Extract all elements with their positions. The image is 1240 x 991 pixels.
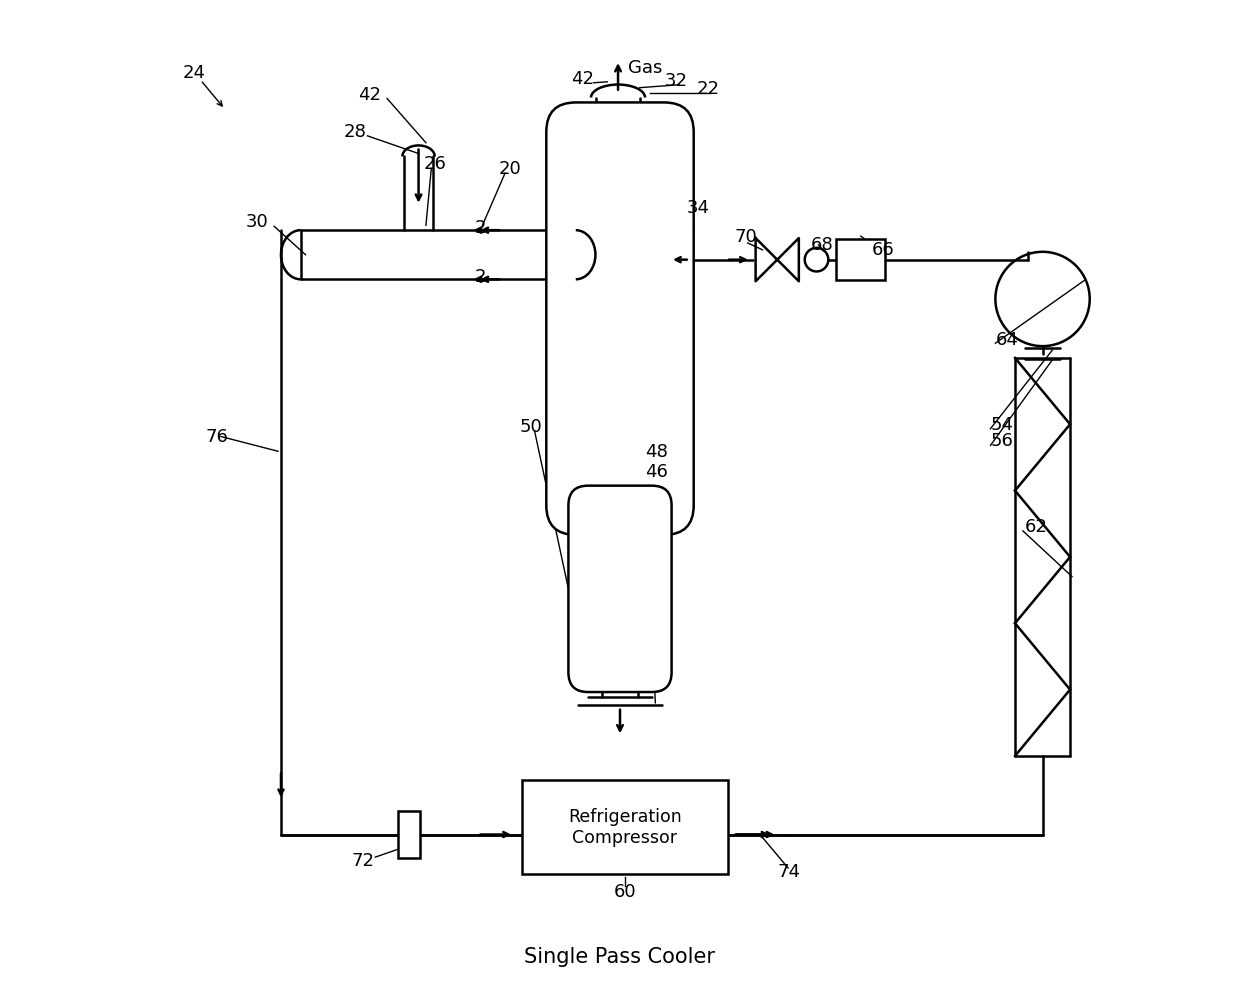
Text: 20: 20: [498, 161, 521, 178]
Text: 2: 2: [475, 269, 486, 286]
Text: 64: 64: [996, 331, 1018, 349]
Text: 30: 30: [246, 213, 269, 231]
Text: 46: 46: [646, 463, 668, 481]
Text: 48: 48: [646, 443, 668, 461]
Text: Gas: Gas: [627, 59, 662, 77]
FancyBboxPatch shape: [522, 781, 728, 874]
Text: 62: 62: [1024, 518, 1048, 536]
Text: 34: 34: [687, 198, 711, 217]
Text: Single Pass Cooler: Single Pass Cooler: [525, 947, 715, 967]
Text: 2: 2: [475, 219, 486, 237]
Text: 74: 74: [777, 863, 800, 881]
Text: 42: 42: [358, 85, 381, 104]
Text: 72: 72: [351, 852, 374, 870]
Text: 68: 68: [811, 236, 833, 254]
FancyBboxPatch shape: [836, 239, 885, 280]
Text: 56: 56: [991, 432, 1013, 451]
Text: 24: 24: [182, 64, 206, 82]
Text: 50: 50: [520, 418, 543, 436]
Text: 32: 32: [665, 71, 687, 90]
Text: 26: 26: [424, 156, 446, 173]
FancyBboxPatch shape: [568, 486, 672, 692]
Text: 70: 70: [734, 228, 758, 246]
Text: 22: 22: [697, 79, 720, 98]
Text: 66: 66: [872, 241, 895, 259]
FancyBboxPatch shape: [610, 488, 630, 523]
Text: 28: 28: [343, 123, 366, 141]
Text: 76: 76: [206, 427, 228, 446]
Text: 60: 60: [614, 883, 636, 901]
Text: 42: 42: [572, 69, 594, 88]
FancyBboxPatch shape: [547, 102, 693, 535]
FancyBboxPatch shape: [398, 811, 419, 858]
Text: Refrigeration
Compressor: Refrigeration Compressor: [568, 808, 682, 846]
Text: 54: 54: [991, 416, 1013, 434]
